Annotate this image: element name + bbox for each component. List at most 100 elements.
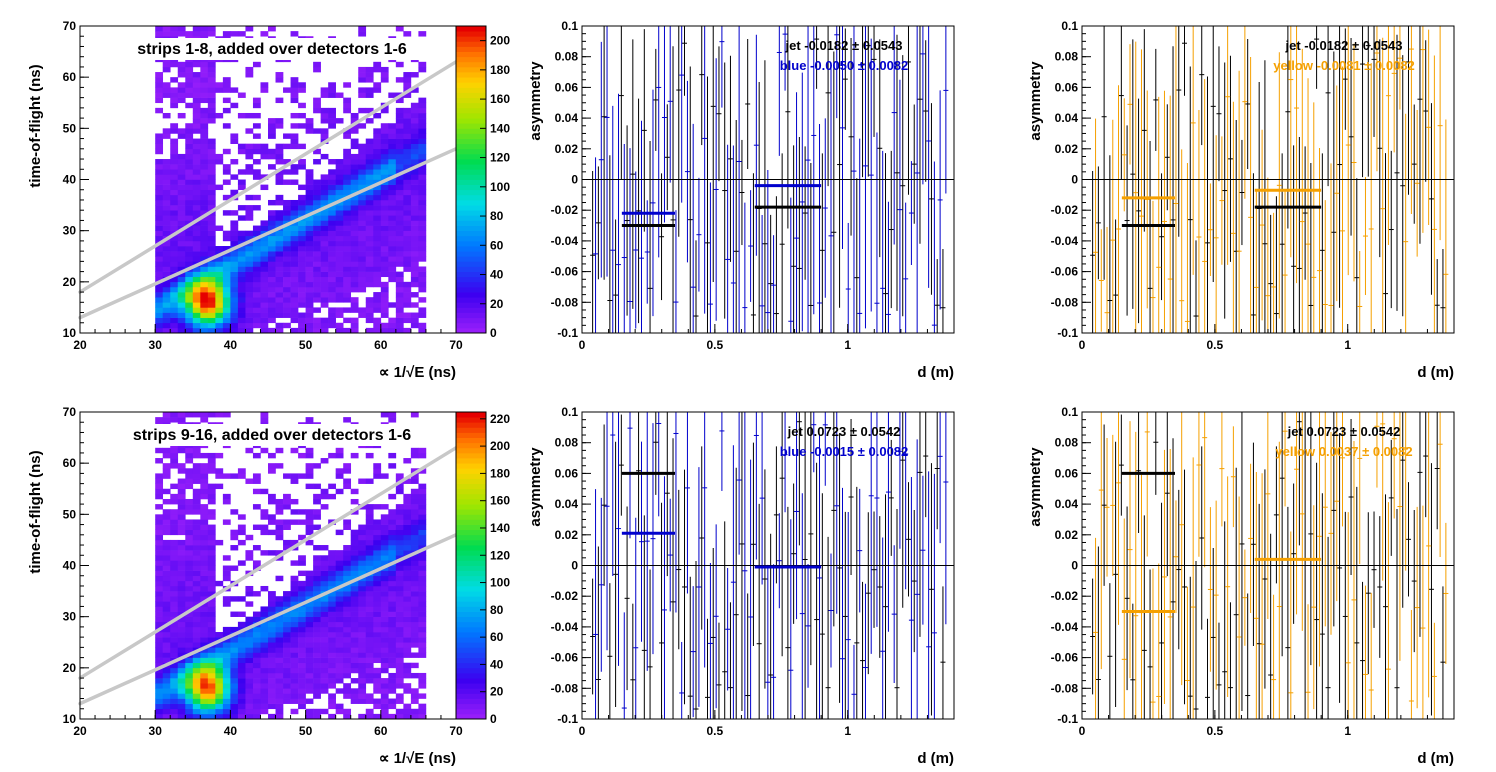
heatmap-cell (350, 550, 359, 556)
heatmap-cell (313, 194, 321, 201)
heatmap-cell (418, 256, 427, 262)
heatmap-cell (373, 327, 382, 334)
heatmap-cell (365, 174, 374, 180)
heatmap-cell (207, 539, 216, 546)
heatmap-cell (343, 688, 352, 694)
x-tick-label: 1 (844, 724, 851, 738)
heatmap-cell (170, 642, 179, 648)
heatmap-cell (373, 555, 382, 561)
heatmap-cell (177, 688, 186, 694)
heatmap-cell (305, 637, 314, 643)
heatmap-cell (410, 570, 419, 577)
x-axis-label: ∝ 1/√E (ns) (379, 364, 456, 381)
heatmap-cell (237, 688, 246, 694)
heatmap-cell (177, 626, 186, 633)
heatmap-cell (290, 302, 299, 308)
heatmap-cell (245, 276, 254, 283)
heatmap-cell (410, 693, 419, 699)
heatmap-cell (350, 240, 359, 247)
heatmap-cell (290, 327, 299, 334)
heatmap-cell (290, 199, 299, 206)
heatmap-cell (275, 235, 284, 242)
heatmap-cell (275, 672, 284, 679)
heatmap-cell (200, 276, 209, 283)
heatmap-cell (418, 621, 427, 628)
heatmap-cell (170, 317, 179, 324)
heatmap-cell (358, 266, 367, 272)
heatmap-cell (335, 667, 344, 674)
heatmap-cell (365, 657, 374, 664)
colorbar-segment (456, 555, 486, 561)
heatmap-cell (290, 210, 299, 216)
heatmap-cell (403, 514, 412, 520)
heatmap-cell (237, 246, 246, 252)
heatmap-cell (275, 519, 284, 525)
heatmap-cell (283, 683, 291, 689)
heatmap-cell (358, 591, 367, 597)
heatmap-cell (395, 601, 404, 607)
heatmap-cell (305, 266, 314, 272)
heatmap-cell (418, 713, 427, 720)
heatmap-cell (388, 616, 397, 623)
heatmap-cell (290, 662, 299, 669)
heatmap-cell (358, 555, 367, 561)
heatmap-cell (170, 220, 179, 226)
heatmap-cell (207, 555, 216, 561)
heatmap-cell (395, 555, 404, 561)
heatmap-cell (237, 698, 246, 704)
heatmap-cell (155, 322, 164, 329)
heatmap-cell (343, 286, 352, 293)
heatmap-cell (200, 128, 209, 134)
heatmap-cell (365, 580, 374, 587)
heatmap-cell (350, 560, 359, 566)
heatmap-cell (328, 307, 336, 313)
heatmap-cell (237, 637, 246, 643)
heatmap-cell (343, 148, 352, 155)
colorbar-segment (456, 662, 486, 669)
heatmap-cell (200, 632, 209, 638)
heatmap-cell (410, 539, 419, 546)
heatmap-cell (170, 302, 179, 308)
heatmap-cell (155, 708, 164, 715)
heatmap-cell (313, 215, 321, 221)
heatmap-cell (328, 230, 336, 237)
heatmap-cell (365, 276, 374, 283)
heatmap-cell (418, 616, 427, 623)
heatmap-cell (230, 210, 239, 216)
heatmap-cell (343, 708, 352, 715)
heatmap-cell (418, 524, 427, 530)
heatmap-cell (275, 199, 284, 206)
heatmap-cell (343, 478, 352, 484)
heatmap-cell (162, 708, 171, 715)
heatmap-cell (403, 317, 412, 324)
heatmap-cell (207, 322, 216, 329)
heatmap-cell (350, 276, 359, 283)
heatmap-cell (200, 179, 209, 185)
heatmap-cell (313, 637, 321, 643)
heatmap-cell (283, 632, 291, 638)
heatmap-cell (275, 688, 284, 694)
heatmap-cell (283, 473, 291, 479)
heatmap-cell (260, 678, 269, 684)
heatmap-cell (268, 271, 276, 278)
heatmap-cell (380, 647, 389, 653)
heatmap-cell (230, 534, 239, 541)
heatmap-cell (328, 560, 336, 566)
heatmap-cell (313, 683, 321, 689)
heatmap-cell (395, 77, 404, 83)
heatmap-cell (350, 138, 359, 144)
y-tick-label: 0.08 (555, 436, 579, 450)
heatmap-cell (155, 488, 164, 495)
heatmap-cell (207, 657, 216, 664)
heatmap-cell (170, 703, 179, 710)
heatmap-cell (207, 632, 216, 638)
x-tick-label: 30 (149, 724, 163, 738)
heatmap-cell (185, 235, 194, 242)
heatmap-cell (350, 112, 359, 119)
heatmap-cell (388, 463, 397, 469)
heatmap-cell (155, 693, 164, 699)
heatmap-cell (350, 488, 359, 495)
heatmap-cell (162, 683, 171, 689)
y-tick-label: 0.02 (1055, 528, 1079, 542)
heatmap-cell (222, 179, 231, 185)
